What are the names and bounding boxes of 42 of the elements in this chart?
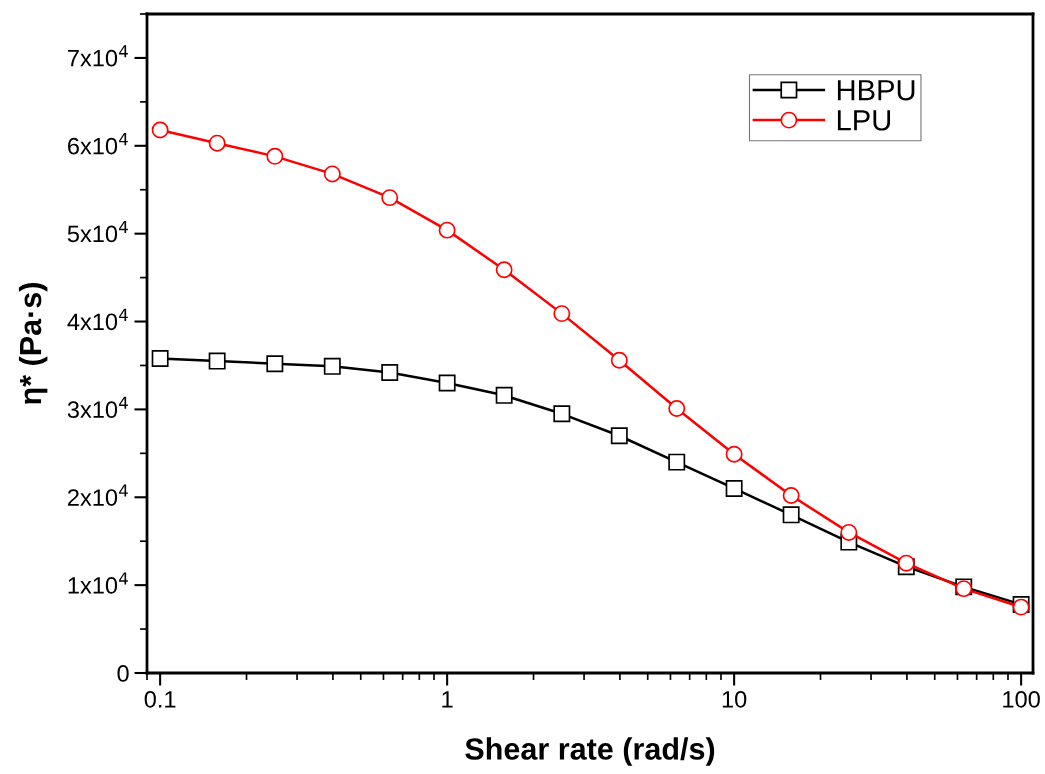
y-tick-label: 7x10$^{4}$ — [68, 45, 128, 67]
point — [668, 453, 686, 471]
y-axis-title: η* (Pa·s) — [18, 283, 48, 404]
y-tick-label: 1x10$^{4}$ — [68, 572, 128, 594]
legend-label: HBPU — [837, 80, 915, 101]
y-tick-label: 2x10$^{4}$ — [68, 484, 128, 506]
point — [782, 506, 800, 524]
point — [610, 427, 628, 445]
x-axis-title: Shear rate (rad/s) — [465, 737, 715, 766]
x-tick-label: 0.1 — [144, 690, 176, 708]
point — [208, 352, 226, 370]
legend-label: LPU — [837, 110, 891, 131]
point — [381, 189, 399, 207]
point — [438, 221, 456, 239]
point — [208, 134, 226, 152]
point — [897, 554, 915, 572]
point — [840, 523, 858, 541]
point — [725, 480, 743, 497]
x-tick-label: 1 — [442, 691, 453, 708]
y-tick-label: 6x10$^{4}$ — [68, 133, 128, 155]
point — [266, 147, 284, 165]
point — [381, 364, 399, 381]
x-tick-label: 10 — [722, 690, 747, 708]
y-tick-label: 0 — [117, 665, 129, 682]
point — [266, 355, 284, 373]
point — [553, 305, 571, 323]
y-tick-label: 5x10$^{4}$ — [67, 220, 128, 243]
x-tick-label: 100 — [1003, 690, 1040, 708]
point — [151, 121, 169, 139]
point — [438, 374, 456, 392]
point — [495, 386, 513, 404]
point — [610, 351, 628, 369]
point — [323, 165, 341, 183]
y-tick-label: 3x10$^{4}$ — [67, 396, 128, 419]
point — [495, 261, 513, 279]
point — [725, 445, 743, 463]
point — [668, 400, 686, 417]
point — [323, 357, 341, 375]
point — [553, 405, 571, 423]
point — [151, 349, 169, 367]
y-tick-label: 4x10$^{4}$ — [67, 308, 128, 331]
point — [782, 487, 800, 504]
